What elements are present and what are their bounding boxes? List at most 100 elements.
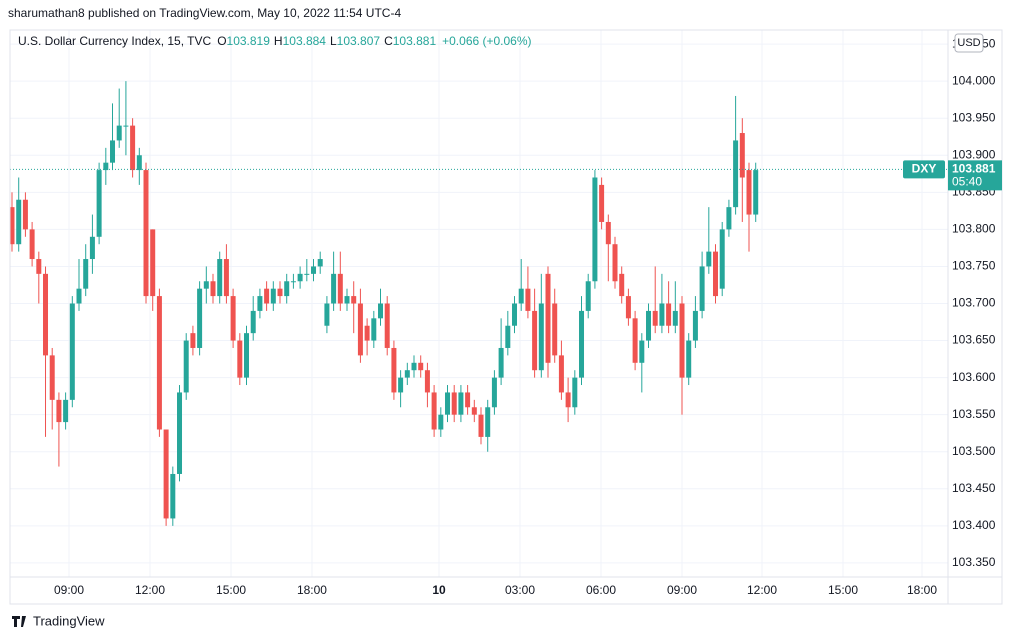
candle-body (22, 199, 28, 230)
legend-l: L (330, 34, 337, 48)
candle-body (612, 244, 618, 282)
x-tick-label: 18:00 (297, 583, 327, 597)
y-tick-label: 103.800 (952, 222, 996, 236)
candle-body (585, 281, 591, 311)
candle-body (331, 273, 337, 304)
candle-body (217, 259, 223, 297)
candle-body (96, 170, 102, 237)
candle-body (116, 125, 122, 141)
candle-body (579, 310, 585, 378)
candle-body (478, 414, 484, 437)
candle-body (411, 362, 417, 371)
x-tick-label: 15:00 (828, 583, 858, 597)
candle-body (257, 296, 263, 311)
candle-body (458, 392, 464, 415)
candle-body (726, 207, 732, 230)
y-tick-label: 103.600 (952, 370, 996, 384)
candle-body (324, 303, 330, 326)
legend: U.S. Dollar Currency Index, 15, TVC O103.… (18, 34, 532, 48)
candle-body (56, 399, 62, 423)
candle-body (572, 377, 578, 408)
candle-body (525, 288, 531, 311)
candle-body (652, 310, 658, 326)
candle-body (592, 177, 598, 282)
candle-body (398, 377, 404, 393)
candle-body (538, 303, 544, 371)
candle-body (686, 340, 692, 378)
candle-body (619, 273, 625, 297)
legend-o: O (217, 34, 226, 48)
candle-body (404, 370, 410, 378)
countdown-label: 05:40 (952, 175, 982, 189)
candle-body (197, 288, 203, 348)
candle-body (391, 347, 397, 393)
price-label: 103.881 (952, 162, 996, 176)
grid (10, 30, 948, 577)
candle-body (552, 303, 558, 356)
candle-body (378, 303, 384, 319)
candle-body (223, 259, 229, 297)
candle-body (739, 133, 745, 178)
candle-body (69, 303, 75, 400)
candle-body (284, 281, 290, 297)
candle-body (438, 414, 444, 430)
x-tick-label: 10 (432, 583, 446, 597)
candle-body (659, 303, 665, 326)
candle-body (63, 399, 69, 423)
candle-body (43, 273, 49, 356)
legend-title: U.S. Dollar Currency Index, 15, TVC (18, 34, 212, 48)
candle-body (545, 273, 551, 363)
candle-body (311, 266, 317, 274)
y-tick-label: 103.500 (952, 444, 996, 458)
candle-body (290, 281, 296, 283)
x-tick-label: 03:00 (505, 583, 535, 597)
candle-body (719, 229, 725, 289)
currency-label[interactable]: USD (957, 37, 980, 49)
symbol-tag (903, 160, 945, 179)
candle-body (605, 221, 611, 245)
candle-body (230, 296, 236, 341)
y-tick-label: 104.000 (952, 73, 996, 87)
candle-body (170, 473, 176, 519)
candle-body (36, 259, 42, 274)
symbol-label: DXY (912, 162, 937, 176)
currency-button[interactable] (954, 33, 984, 53)
candle-body (639, 340, 645, 363)
candle-body (49, 355, 55, 400)
candle-body (156, 296, 162, 430)
y-tick-label: 103.900 (952, 147, 996, 161)
x-tick-label: 09:00 (54, 583, 84, 597)
candle-body (163, 429, 169, 519)
candle-body (76, 288, 82, 304)
candle-body (485, 407, 491, 437)
candle-body (518, 288, 524, 304)
candle-body (465, 392, 471, 408)
candle-body (297, 273, 303, 282)
candle-body (110, 140, 116, 163)
candle-body (445, 392, 451, 415)
candle-body (625, 296, 631, 319)
footer: TradingView (12, 613, 105, 628)
candle-body (384, 303, 390, 348)
candle-body (418, 362, 424, 371)
legend-c: C (384, 34, 393, 48)
candle-body (558, 355, 564, 393)
candle-body (364, 325, 370, 341)
logo (12, 616, 26, 627)
y-tick-label: 103.650 (952, 333, 996, 347)
candle-body (692, 310, 698, 341)
candle-body (270, 288, 276, 304)
candle-body (351, 296, 357, 304)
candle-body (9, 207, 15, 245)
candle-body (733, 140, 739, 208)
candle-body (237, 340, 243, 378)
candle-body (244, 333, 250, 378)
candle-body (344, 296, 350, 304)
candle-body (713, 251, 719, 297)
candle-body (505, 325, 511, 348)
candle-body (746, 170, 752, 215)
candle-body (210, 281, 216, 297)
candle-body (357, 303, 363, 356)
candle-body (471, 407, 477, 415)
axes: 103.350 103.400 103.450 103.500 103.550 103.6… (54, 36, 1002, 597)
